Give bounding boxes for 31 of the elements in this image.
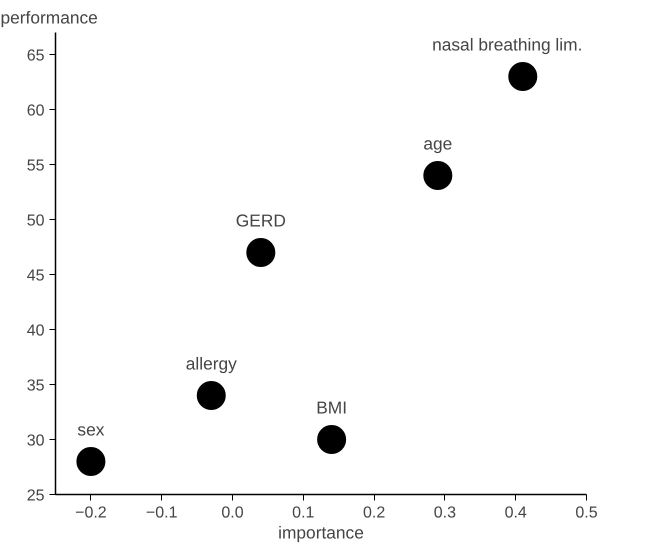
x-tick-label: 0.3 [434,504,456,522]
y-tick-label: 50 [26,212,45,230]
y-tick-label: 65 [26,48,45,64]
y-tick-label: 35 [26,378,45,394]
y-tick-label: 25 [26,488,45,504]
x-tick-label: −0.1 [146,504,178,522]
annotation: sex [77,420,105,440]
y-axis-title: performance [0,8,98,28]
point [246,238,276,267]
point [508,62,538,91]
point [317,425,346,454]
annotation: BMI [316,398,348,418]
y-tick-label: 30 [26,432,45,450]
annotation: age [423,134,452,154]
x-tick-label: 0.1 [292,504,315,522]
point [423,161,452,190]
point [76,447,106,476]
y-tick-label: 45 [26,268,45,284]
x-tick-label: 0.0 [221,504,244,522]
y-tick-label: 60 [26,102,45,120]
point [196,381,226,410]
annotation: allergy [186,354,238,374]
x-tick-label: 0.5 [575,504,598,522]
annotation: GERD [236,210,286,230]
x-tick-label: 0.4 [504,504,527,522]
y-tick-label: 55 [26,158,45,174]
annotation: nasal breathing lim. [432,34,582,54]
x-tick-label: −0.2 [75,504,107,522]
x-tick-label: 0.2 [362,504,386,522]
x-axis-title: importance [278,522,364,542]
y-tick-label: 40 [26,322,45,340]
